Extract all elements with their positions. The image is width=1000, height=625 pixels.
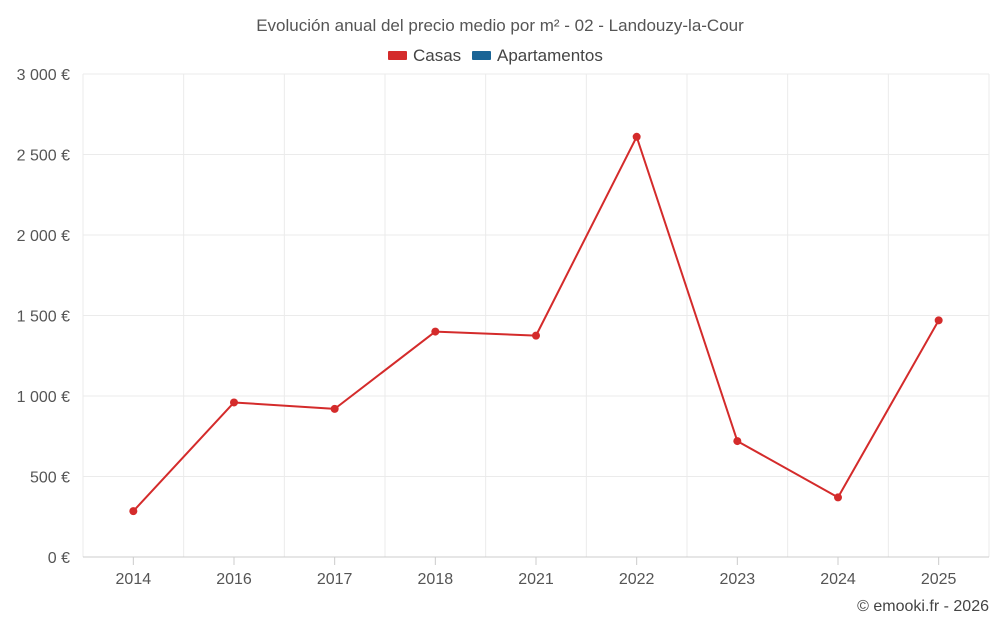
x-tick-label: 2022 [619, 571, 655, 588]
credit-text: © emooki.fr - 2026 [857, 598, 989, 615]
y-tick-label: 0 € [48, 550, 70, 567]
legend-item-casas[interactable]: Casas [388, 46, 461, 65]
x-tick-label: 2018 [418, 571, 454, 588]
series-line [132, 135, 940, 512]
y-tick-label: 500 € [30, 470, 70, 487]
legend-swatch-apartamentos [472, 51, 491, 60]
data-point[interactable] [431, 327, 440, 336]
y-tick-label: 1 000 € [17, 389, 70, 406]
chart-title: Evolución anual del precio medio por m² … [256, 16, 744, 35]
x-tick-label: 2014 [116, 571, 152, 588]
y-axis: 0 € 500 € 1 000 € 1 500 € 2 000 € 2 500 € 3 00… [17, 67, 70, 567]
series-casas [129, 132, 943, 516]
data-point[interactable] [330, 404, 339, 413]
data-point[interactable] [129, 507, 138, 516]
data-point[interactable] [834, 493, 842, 502]
data-point[interactable] [733, 437, 742, 446]
legend-swatch-casas [388, 51, 407, 60]
x-tick-label: 2024 [820, 571, 856, 588]
legend-label-apartamentos[interactable]: Apartamentos [497, 46, 603, 65]
legend-label-casas[interactable]: Casas [413, 46, 461, 65]
y-tick-label: 2 000 € [17, 228, 70, 245]
x-tick-label: 2023 [720, 571, 756, 588]
data-point[interactable] [934, 316, 943, 325]
data-point[interactable] [632, 132, 641, 141]
x-tick-label: 2016 [216, 571, 252, 588]
y-tick-label: 3 000 € [17, 67, 70, 84]
legend-item-apartamentos[interactable]: Apartamentos [472, 46, 603, 65]
x-tick-label: 2025 [921, 571, 957, 588]
legend[interactable]: Casas Apartamentos [388, 46, 603, 65]
y-tick-label: 1 500 € [17, 309, 70, 326]
data-point[interactable] [230, 398, 238, 407]
data-point[interactable] [532, 331, 540, 340]
x-tick-label: 2021 [518, 571, 554, 588]
y-tick-label: 2 500 € [17, 148, 70, 165]
x-axis: 2014 2016 2017 2018 2021 2022 2023 2024 2025 [83, 556, 989, 588]
grid [82, 73, 990, 557]
x-tick-label: 2017 [317, 571, 353, 588]
